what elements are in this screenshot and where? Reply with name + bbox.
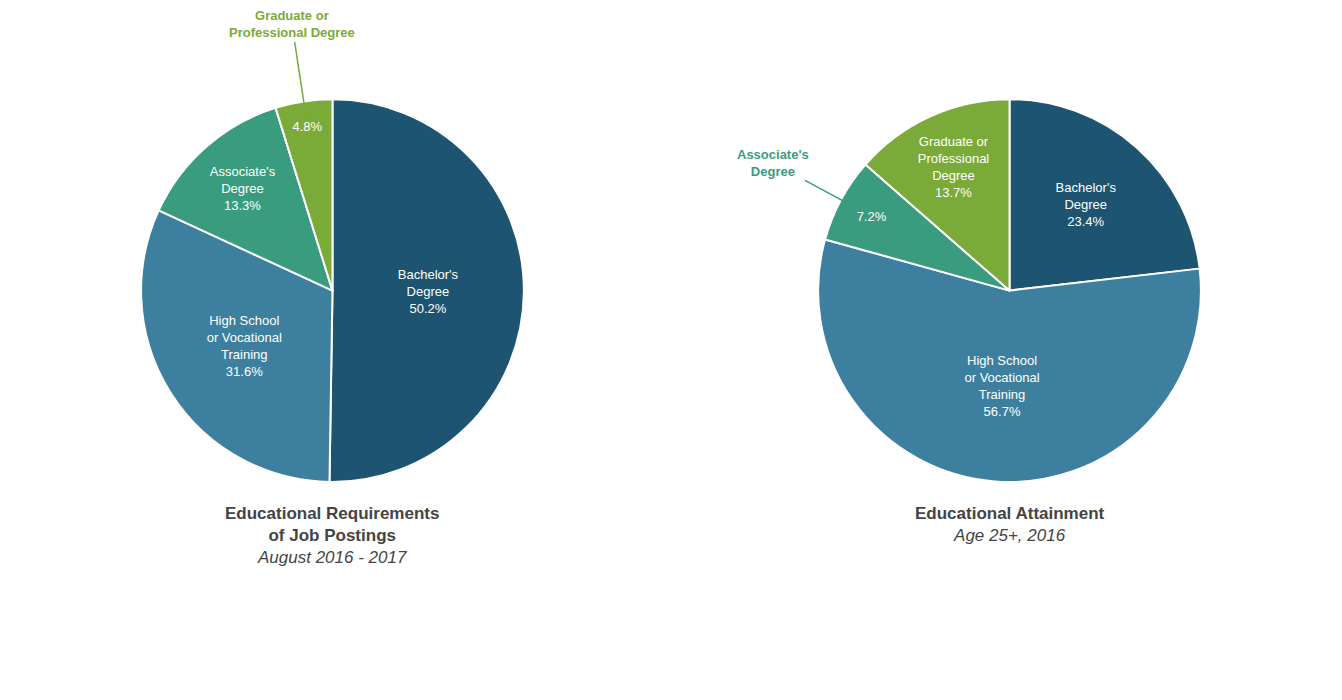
svg-text:7.2%: 7.2% (857, 209, 887, 224)
svg-text:Bachelor'sDegree50.2%: Bachelor'sDegree50.2% (398, 267, 459, 316)
svg-text:Associate'sDegree13.3%: Associate'sDegree13.3% (210, 164, 276, 213)
svg-text:High Schoolor VocationalTraini: High Schoolor VocationalTraining31.6% (207, 313, 282, 379)
svg-text:Graduate orProfessional Degree: Graduate orProfessional Degree (229, 8, 355, 40)
svg-text:Associate'sDegree: Associate'sDegree (737, 147, 809, 179)
svg-text:Educational Requirementsof Job: Educational Requirementsof Job PostingsA… (225, 504, 439, 567)
svg-text:Educational AttainmentAge 25+,: Educational AttainmentAge 25+, 2016 (915, 504, 1105, 545)
svg-text:High Schoolor VocationalTraini: High Schoolor VocationalTraining56.7% (964, 353, 1039, 419)
svg-text:4.8%: 4.8% (292, 119, 322, 134)
svg-text:Graduate orProfessionalDegree1: Graduate orProfessionalDegree13.7% (918, 134, 990, 200)
svg-text:Bachelor'sDegree23.4%: Bachelor'sDegree23.4% (1056, 180, 1117, 229)
